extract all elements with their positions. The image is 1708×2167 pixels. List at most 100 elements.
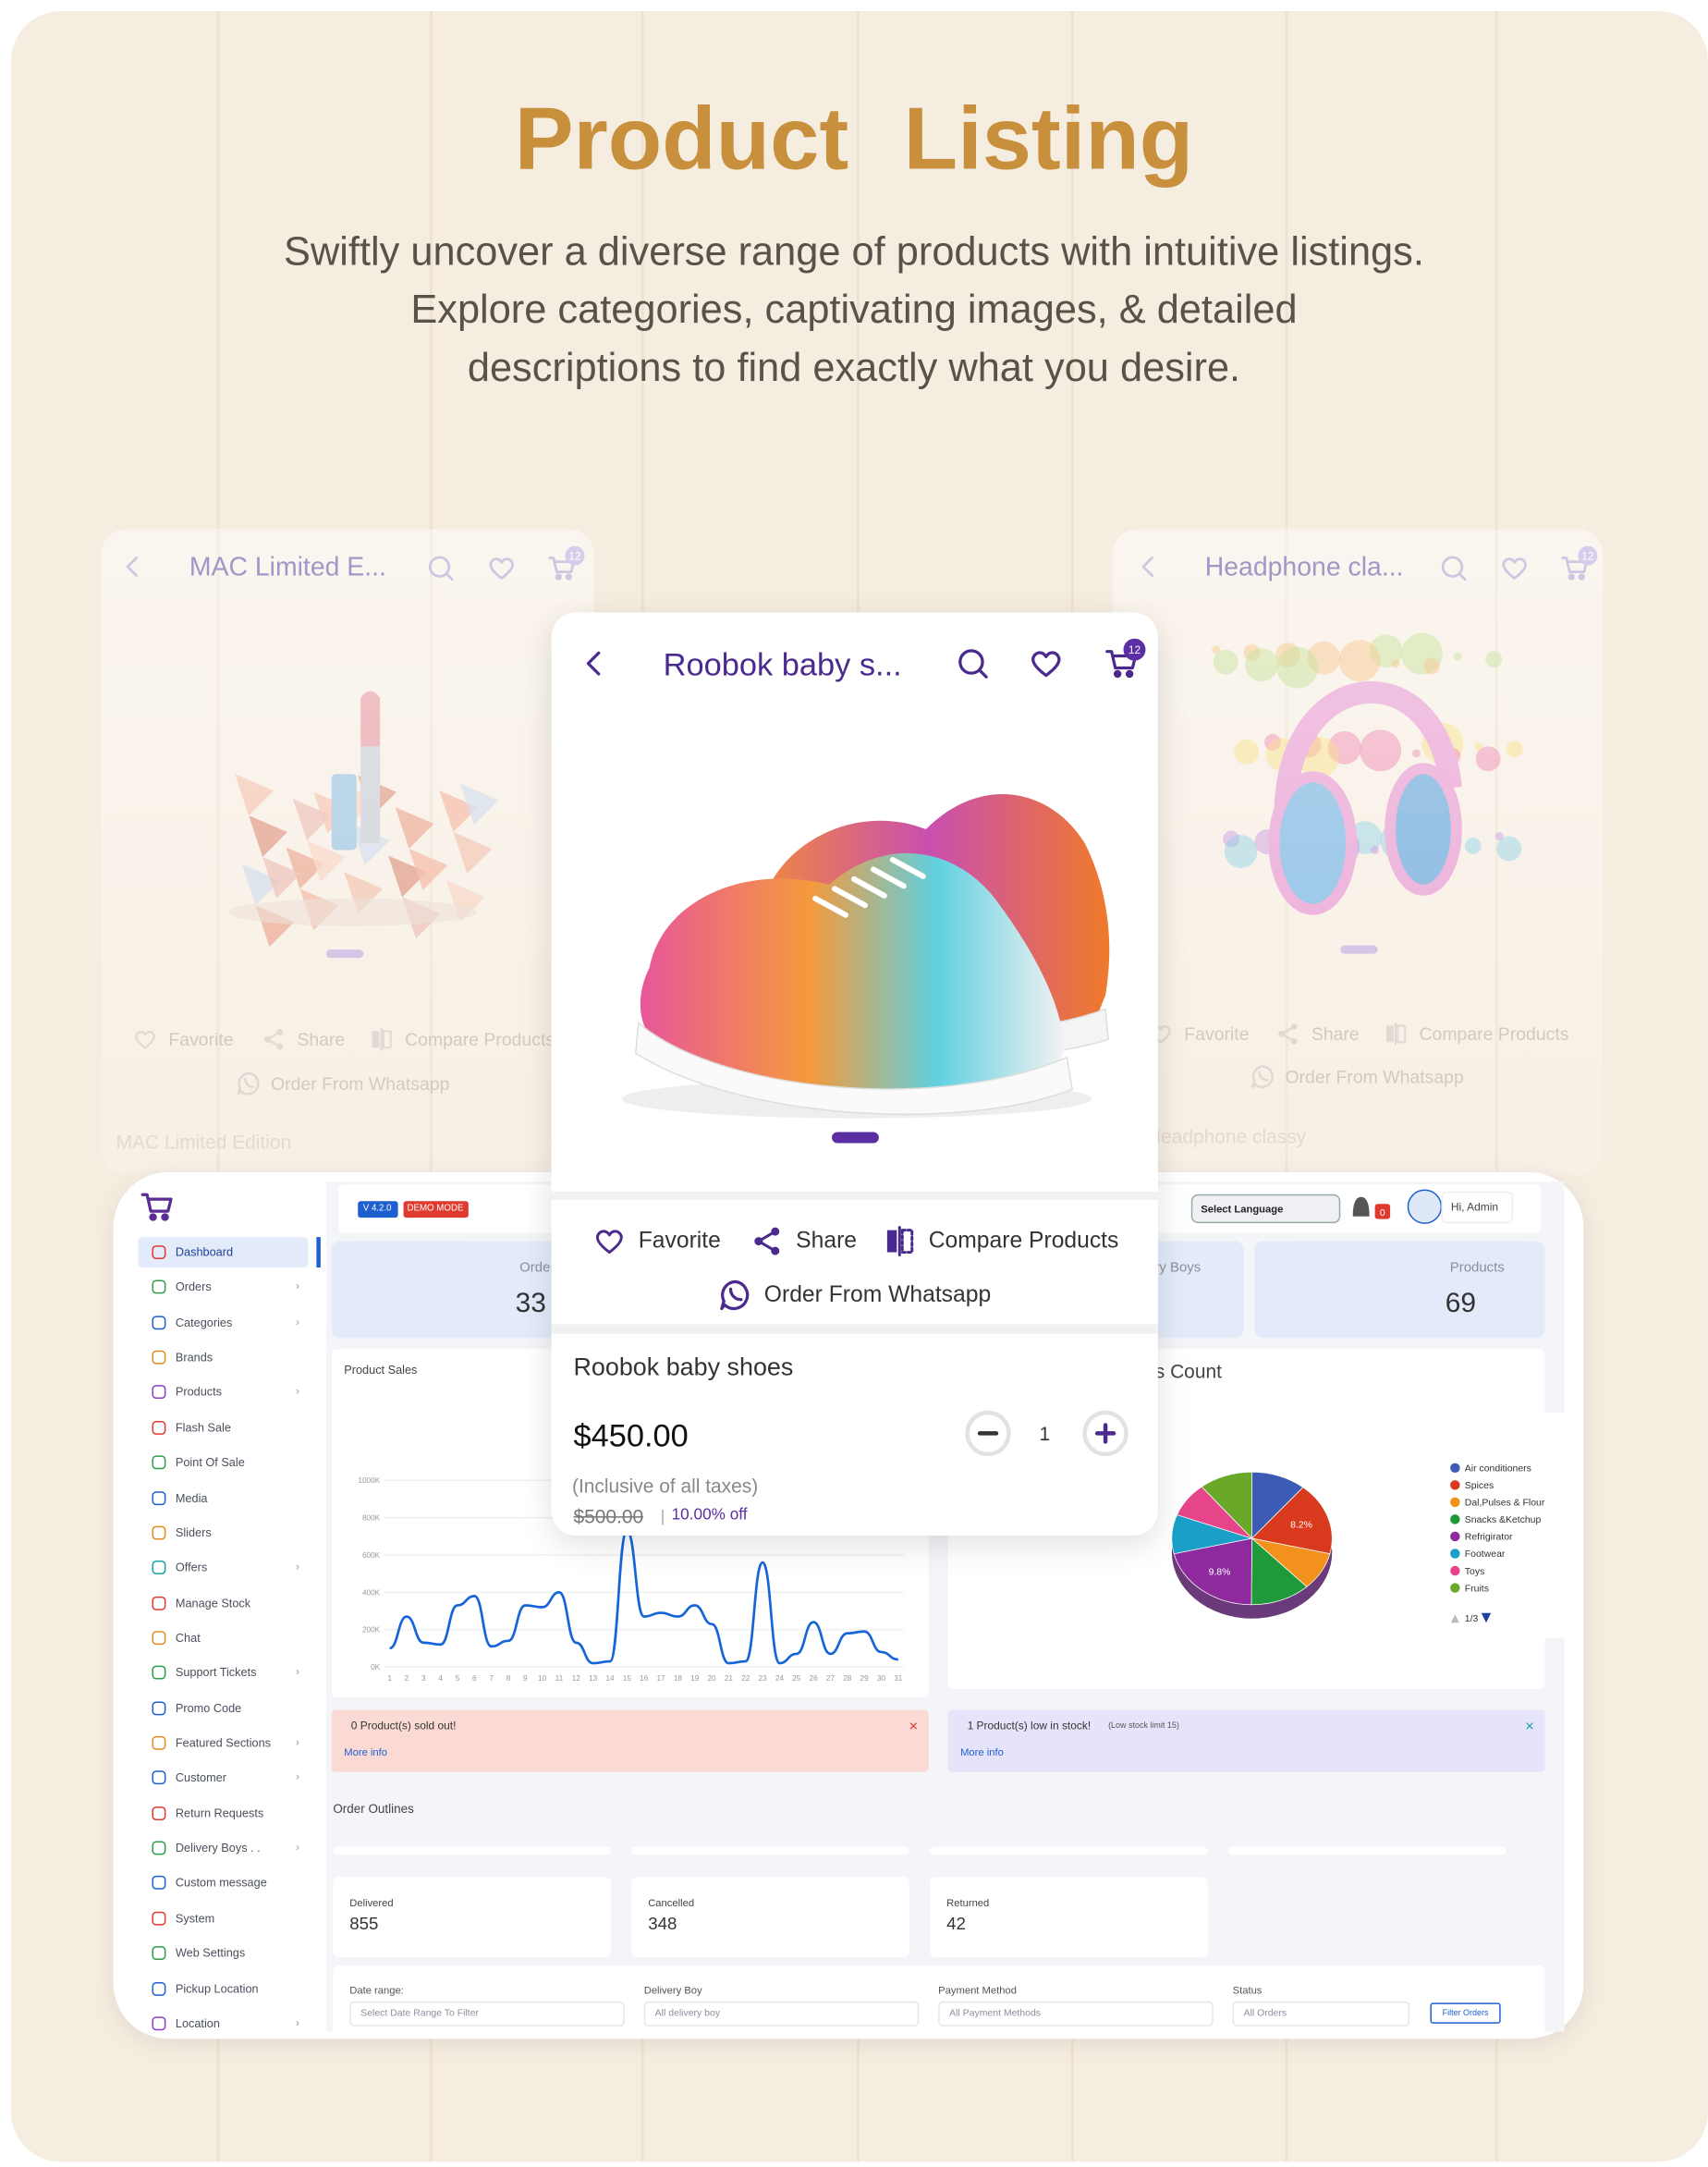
- search-icon[interactable]: [958, 649, 988, 679]
- paint-splash: [1360, 729, 1402, 772]
- crystal: [409, 848, 448, 890]
- sidebar-item[interactable]: Flash Sale: [175, 1420, 231, 1435]
- sidebar-icon: [152, 1245, 166, 1260]
- icon-part: [1125, 669, 1134, 679]
- compare-icon[interactable]: [886, 1226, 914, 1257]
- sidebar-item[interactable]: Point Of Sale: [175, 1455, 245, 1470]
- whatsapp-icon[interactable]: [720, 1279, 750, 1311]
- x-tick-label: 28: [843, 1674, 852, 1683]
- whatsapp-icon[interactable]: [1251, 1065, 1274, 1089]
- side-action[interactable]: Share: [297, 1029, 346, 1050]
- compare-icon[interactable]: [372, 1027, 392, 1051]
- paint-splash: [1422, 657, 1440, 675]
- filter-input[interactable]: [1232, 2001, 1410, 2026]
- share-icon[interactable]: [263, 1029, 284, 1050]
- whatsapp-icon[interactable]: [237, 1071, 260, 1096]
- alert-close[interactable]: ×: [909, 1719, 919, 1736]
- demo-mode: DEMO MODE: [407, 1203, 464, 1214]
- icon-part: [382, 1030, 392, 1049]
- search-icon[interactable]: [428, 556, 454, 582]
- sidebar-item[interactable]: Products: [175, 1385, 223, 1400]
- language-select[interactable]: [1190, 1194, 1341, 1224]
- pager-prev[interactable]: [1450, 1614, 1459, 1623]
- minus-icon[interactable]: [965, 1410, 1011, 1457]
- heart-icon[interactable]: [595, 1230, 623, 1255]
- sidebar-item[interactable]: Featured Sections: [175, 1735, 272, 1750]
- back-icon[interactable]: [126, 557, 139, 577]
- sidebar-item[interactable]: Orders: [175, 1279, 212, 1294]
- heart-icon[interactable]: [1031, 651, 1061, 678]
- legend-swatch: [1450, 1549, 1460, 1559]
- back-icon[interactable]: [1141, 557, 1153, 577]
- side-action[interactable]: Favorite: [1184, 1023, 1250, 1045]
- sidebar-item[interactable]: Return Requests: [175, 1806, 264, 1820]
- alert-text: 1 Product(s) low in stock!: [967, 1719, 1092, 1732]
- pie-slice: [1250, 1487, 1333, 1555]
- plus-icon[interactable]: [1082, 1410, 1128, 1457]
- side-action[interactable]: Share: [1311, 1023, 1360, 1045]
- icon-part: [489, 557, 515, 580]
- side-action[interactable]: Compare Products: [1419, 1023, 1569, 1045]
- sidebar-item[interactable]: Sliders: [175, 1525, 212, 1539]
- sidebar-item[interactable]: Categories: [175, 1315, 233, 1329]
- alert-close[interactable]: ×: [1525, 1719, 1534, 1736]
- side-whatsapp[interactable]: Order From Whatsapp: [1285, 1066, 1464, 1087]
- share-icon[interactable]: [1278, 1023, 1298, 1045]
- filter-input[interactable]: [349, 2001, 625, 2026]
- heart-icon[interactable]: [489, 557, 515, 580]
- heart-icon[interactable]: [1502, 557, 1527, 580]
- heart-icon[interactable]: [135, 1031, 155, 1049]
- sidebar-item[interactable]: Media: [175, 1490, 208, 1505]
- main-whatsapp[interactable]: Order From Whatsapp: [763, 1282, 992, 1307]
- side-whatsapp[interactable]: Order From Whatsapp: [271, 1072, 450, 1095]
- sidebar-item[interactable]: Promo Code: [175, 1700, 242, 1715]
- outline-value: 42: [946, 1914, 966, 1934]
- sidebar-item[interactable]: Customer: [175, 1770, 226, 1785]
- main-action[interactable]: Favorite: [638, 1228, 721, 1254]
- cart-icon[interactable]: [548, 557, 576, 581]
- sidebar-item[interactable]: Manage Stock: [175, 1595, 251, 1610]
- sidebar-item[interactable]: Brands: [175, 1350, 214, 1365]
- crystal: [459, 783, 499, 826]
- search-icon[interactable]: [1441, 556, 1467, 582]
- user-box[interactable]: [1441, 1191, 1514, 1224]
- sidebar-item[interactable]: Dashboard: [175, 1244, 234, 1259]
- sidebar-item[interactable]: Chat: [175, 1630, 201, 1645]
- alert-link[interactable]: More info: [960, 1745, 1004, 1759]
- outline-card: [631, 1877, 909, 1958]
- sidebar-item[interactable]: Custom message: [175, 1876, 267, 1891]
- icon-part: [135, 1031, 155, 1049]
- sidebar-item[interactable]: Offers: [175, 1560, 208, 1574]
- paint-splash: [1348, 821, 1383, 854]
- filter-button[interactable]: [1430, 2002, 1501, 2024]
- bell[interactable]: [1352, 1196, 1370, 1217]
- crystal: [235, 774, 274, 816]
- main-action[interactable]: Share: [796, 1228, 858, 1254]
- sales-line: [389, 1529, 898, 1665]
- stat-card: [331, 1241, 580, 1339]
- sidebar-item[interactable]: Delivery Boys . .: [175, 1841, 261, 1855]
- filter-input[interactable]: [938, 2001, 1214, 2026]
- filter-input[interactable]: [643, 2001, 920, 2026]
- filter-placeholder: Select Date Range To Filter: [360, 2009, 480, 2019]
- sidebar-item[interactable]: Web Settings: [175, 1946, 246, 1960]
- sidebar-item[interactable]: System: [175, 1911, 215, 1926]
- icon-part: [1578, 573, 1585, 581]
- alert-link[interactable]: More info: [344, 1745, 388, 1759]
- paint-splash: [1245, 648, 1278, 682]
- main-action[interactable]: Compare Products: [928, 1228, 1119, 1254]
- compare-icon[interactable]: [1385, 1022, 1407, 1046]
- pager-next[interactable]: [1481, 1612, 1492, 1623]
- filter-button-label[interactable]: Filter Orders: [1442, 2009, 1489, 2018]
- share-icon[interactable]: [754, 1227, 780, 1255]
- crystal: [395, 807, 434, 849]
- sidebar-item[interactable]: Support Tickets: [175, 1665, 257, 1680]
- alert-text: 0 Product(s) sold out!: [350, 1719, 457, 1732]
- back-icon[interactable]: [586, 651, 601, 676]
- sidebar-item[interactable]: Pickup Location: [175, 1980, 259, 1995]
- side-action[interactable]: Favorite: [168, 1029, 234, 1050]
- discount: 10.00% off: [671, 1507, 748, 1524]
- sidebar-item[interactable]: Location: [175, 2015, 220, 2030]
- side-action[interactable]: Compare Products: [405, 1029, 555, 1050]
